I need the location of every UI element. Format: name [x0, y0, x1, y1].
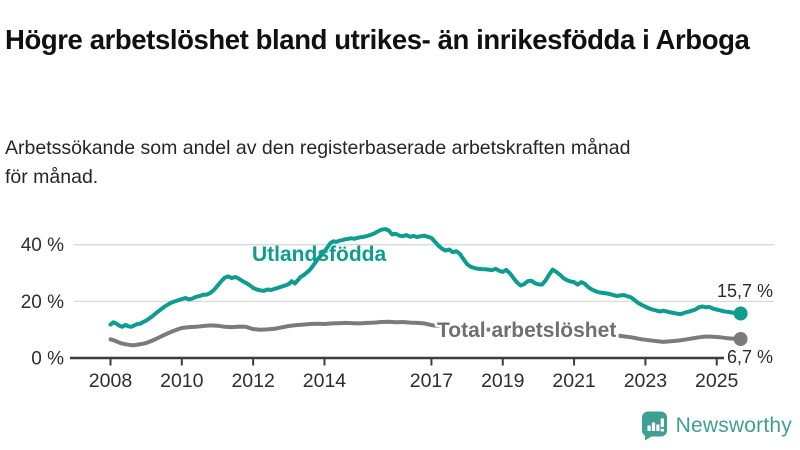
- x-tick-label-2008: 2008: [89, 370, 132, 392]
- chart-subtitle: Arbetssökande som andel av den registerb…: [5, 136, 631, 188]
- series-label-utlandsf-dda: Utlandsfödda: [252, 243, 386, 266]
- x-tick-label-2021: 2021: [552, 370, 595, 392]
- x-tick-label-2017: 2017: [410, 370, 453, 392]
- x-tick-label-2023: 2023: [624, 370, 667, 392]
- series-line-total-arbetsl-shet: [108, 319, 743, 348]
- bar-chart-speech-bubble-icon: [641, 411, 667, 441]
- x-tick-label-2012: 2012: [231, 370, 274, 392]
- x-tick-label-2019: 2019: [481, 370, 524, 392]
- end-value-label-total-arbetsl-shet: 6,7 %: [727, 347, 773, 367]
- x-tick-label-2014: 2014: [303, 370, 347, 392]
- x-tick-label-2010: 2010: [160, 370, 204, 392]
- y-tick-label-20: 20 %: [21, 292, 64, 313]
- y-tick-label-0: 0 %: [31, 349, 64, 370]
- end-value-label-utlandsf-dda: 15,7 %: [717, 281, 773, 301]
- brand-name: Newsworthy: [675, 414, 792, 437]
- chart-title: Högre arbetslöshet bland utrikes- än inr…: [5, 24, 750, 56]
- newsworthy-logo[interactable]: Newsworthy: [641, 410, 792, 442]
- x-tick-label-2025: 2025: [695, 370, 739, 392]
- series-end-dot-utlandsf-dda: [733, 306, 748, 321]
- series-line-utlandsf-dda: [108, 227, 743, 329]
- end-value-label-mask: [724, 349, 774, 366]
- y-tick-label-40: 40 %: [21, 235, 64, 256]
- series-label-total-arbetsl-shet: Total arbetslöshet: [437, 319, 616, 342]
- series-end-dot-total-arbetsl-shet: [733, 332, 748, 347]
